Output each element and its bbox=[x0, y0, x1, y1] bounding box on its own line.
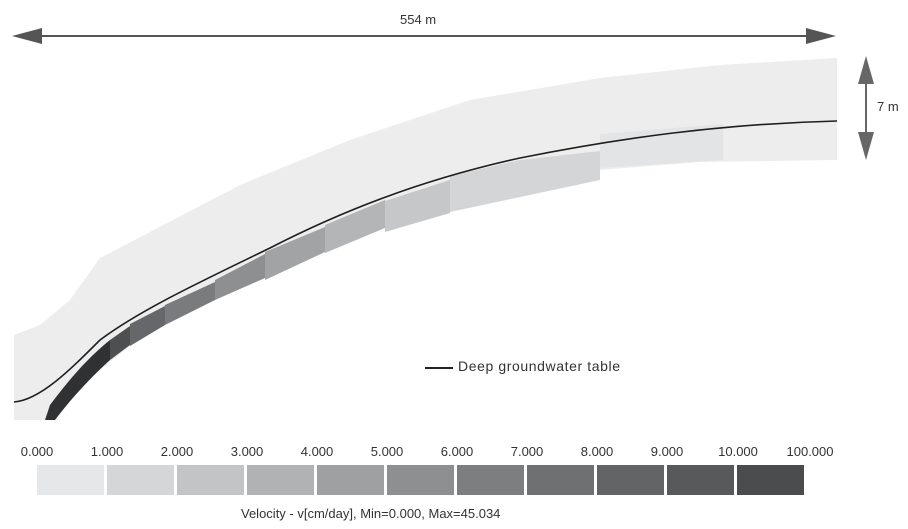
depth-label: 7 m bbox=[877, 99, 899, 114]
colorbar-tick: 2.000 bbox=[160, 444, 194, 459]
colorbar-swatch bbox=[667, 465, 734, 495]
length-dimension-arrow bbox=[12, 28, 836, 44]
colorbar-tick: 4.000 bbox=[300, 444, 334, 459]
colorbar-swatch bbox=[597, 465, 664, 495]
colorbar-tick: 100.000 bbox=[786, 444, 834, 459]
groundwater-legend-label: Deep groundwater table bbox=[458, 358, 621, 374]
colorbar-tick: 7.000 bbox=[510, 444, 544, 459]
slope-body bbox=[14, 58, 837, 420]
colorbar-tick: 3.000 bbox=[230, 444, 264, 459]
velocity-bands bbox=[45, 124, 723, 420]
depth-dimension-arrow bbox=[858, 56, 874, 160]
colorbar-swatch bbox=[177, 465, 244, 495]
colorbar-swatches bbox=[37, 465, 804, 495]
colorbar-swatch bbox=[247, 465, 314, 495]
colorbar-swatch bbox=[107, 465, 174, 495]
groundwater-legend-line bbox=[425, 367, 453, 369]
colorbar-swatch bbox=[37, 465, 104, 495]
colorbar-tick: 6.000 bbox=[440, 444, 474, 459]
colorbar-swatch bbox=[387, 465, 454, 495]
colorbar-swatch bbox=[737, 465, 804, 495]
length-label: 554 m bbox=[400, 12, 437, 27]
colorbar-tick: 9.000 bbox=[650, 444, 684, 459]
colorbar-tick: 1.000 bbox=[90, 444, 124, 459]
colorbar-caption: Velocity - v[cm/day], Min=0.000, Max=45.… bbox=[241, 506, 501, 521]
colorbar-swatch bbox=[317, 465, 384, 495]
colorbar-tick: 8.000 bbox=[580, 444, 614, 459]
groundwater-table-line bbox=[13, 120, 838, 403]
colorbar-tick: 0.000 bbox=[20, 444, 54, 459]
colorbar-swatch bbox=[527, 465, 594, 495]
colorbar-swatch bbox=[457, 465, 524, 495]
colorbar-ticks: 0.000 1.000 2.000 3.000 4.000 5.000 6.00… bbox=[0, 444, 908, 462]
colorbar-tick: 5.000 bbox=[370, 444, 404, 459]
colorbar-tick: 10.000 bbox=[718, 444, 758, 459]
